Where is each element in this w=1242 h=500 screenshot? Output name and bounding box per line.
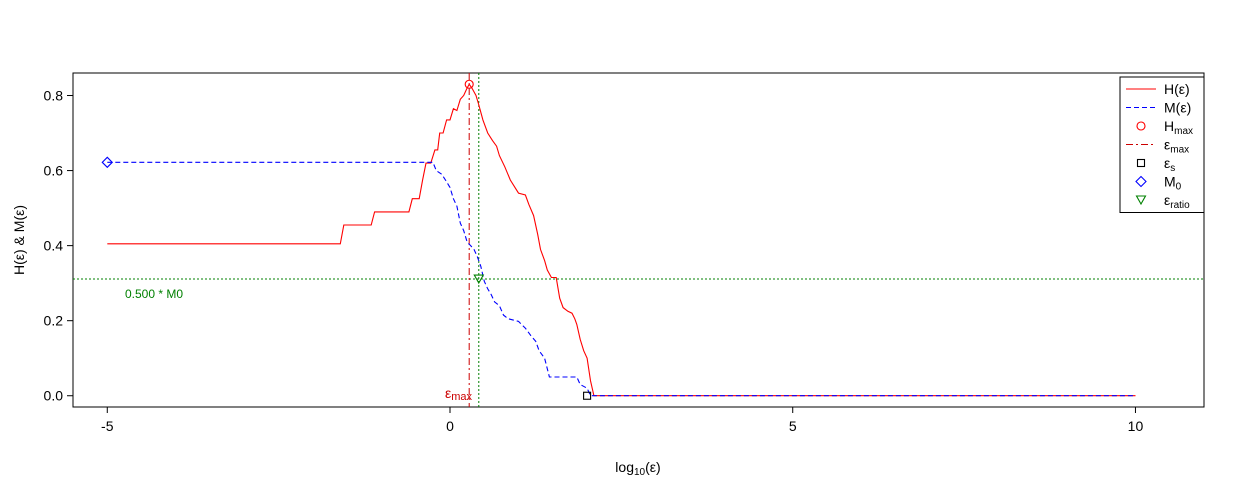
legend-box [1119, 76, 1205, 213]
legend-point-key [1136, 158, 1146, 168]
legend-label: M0 [1164, 174, 1182, 193]
axes-layer: -5 0 5 10 0.0 0.2 0.4 0.6 0.8 [44, 88, 1144, 434]
x-tick-label: 0 [446, 418, 454, 434]
plot-frame [72, 72, 1205, 408]
marker-diamond [101, 156, 114, 169]
legend-label: εmax [1164, 137, 1189, 156]
y-tick-label: 0.8 [44, 88, 64, 104]
epsmax-line-label: εmax [445, 385, 473, 403]
legend-point-key [1136, 121, 1146, 131]
legend-point-key [1135, 195, 1147, 206]
legend-point-key [1135, 175, 1147, 188]
x-axis-title: log10(ε) [615, 459, 660, 478]
y-tick-label: 0.0 [44, 388, 64, 404]
marker-circle [464, 79, 474, 89]
legend-label: M(ε) [1164, 100, 1191, 116]
marker-triangle-down [473, 274, 485, 285]
marker-square [583, 391, 592, 400]
x-tick-label: 5 [789, 418, 797, 434]
marker-layer [101, 79, 592, 400]
legend-label: Hmax [1164, 118, 1193, 137]
legend-label: εs [1164, 155, 1175, 174]
series-layer [107, 83, 1136, 397]
m-series-line [107, 161, 1136, 397]
y-tick-label: 0.4 [44, 238, 64, 254]
y-tick-label: 0.2 [44, 313, 64, 329]
x-tick-label: 10 [1128, 418, 1144, 434]
x-tick-label: -5 [101, 418, 114, 434]
reference-lines [73, 73, 1204, 407]
ratio-line-label: 0.500 * M0 [125, 287, 183, 301]
legend-label: εratio [1164, 192, 1190, 211]
y-axis-title: H(ε) & M(ε) [11, 205, 27, 275]
legend-label: H(ε) [1164, 81, 1190, 97]
y-tick-label: 0.6 [44, 163, 64, 179]
h-series-line [107, 83, 1136, 397]
